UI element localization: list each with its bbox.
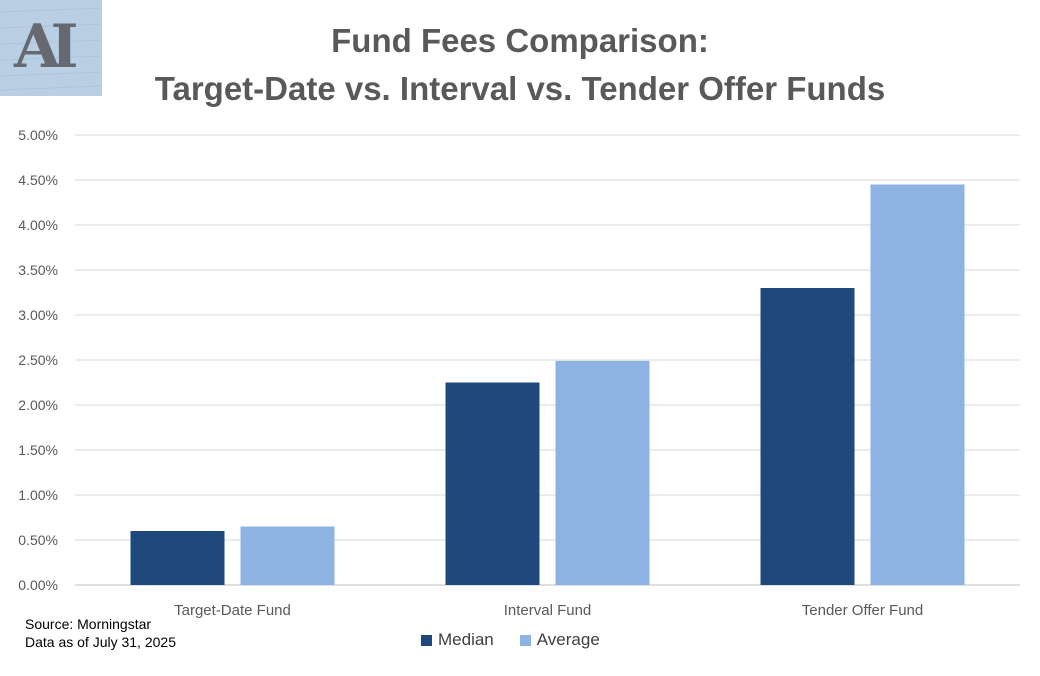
y-tick-label: 4.50% [18,172,58,188]
data-date-note: Data as of July 31, 2025 [25,634,176,650]
y-tick-label: 1.50% [18,442,58,458]
bar-median-1 [130,531,225,585]
y-tick-label: 2.00% [18,397,58,413]
bar-average-3 [870,184,965,585]
y-tick-label: 4.00% [18,217,58,233]
y-tick-label: 3.00% [18,307,58,323]
logo-mark: AI [14,12,79,82]
x-tick-label: Target-Date Fund [174,602,291,619]
chart-title-line-1: Fund Fees Comparison: [331,22,709,59]
source-note: Source: Morningstar [25,616,152,632]
legend-label-average: Average [536,630,600,649]
y-tick-label: 1.00% [18,487,58,503]
legend-swatch-median [421,634,432,646]
legend-swatch-average [519,634,531,646]
logo: AI [0,0,102,96]
chart-title-line-2: Target-Date vs. Interval vs. Tender Offe… [154,70,886,107]
y-tick-label: 3.50% [18,262,58,278]
bar-median-2 [445,382,540,585]
y-tick-label: 0.50% [18,532,58,548]
logo-background [0,0,102,96]
y-tick-label: 2.50% [18,352,58,368]
bar-average-2 [555,360,650,585]
legend: Median Average [421,630,626,650]
x-tick-label: Interval Fund [504,602,592,619]
legend-item-median: Median [421,630,494,650]
bar-average-1 [240,526,335,585]
bar-median-3 [760,288,855,585]
y-tick-label: 5.00% [18,127,58,143]
legend-label-median: Median [438,630,494,649]
y-tick-label: 0.00% [18,577,58,593]
legend-item-average: Average [519,630,600,650]
x-tick-label: Tender Offer Fund [802,602,923,619]
